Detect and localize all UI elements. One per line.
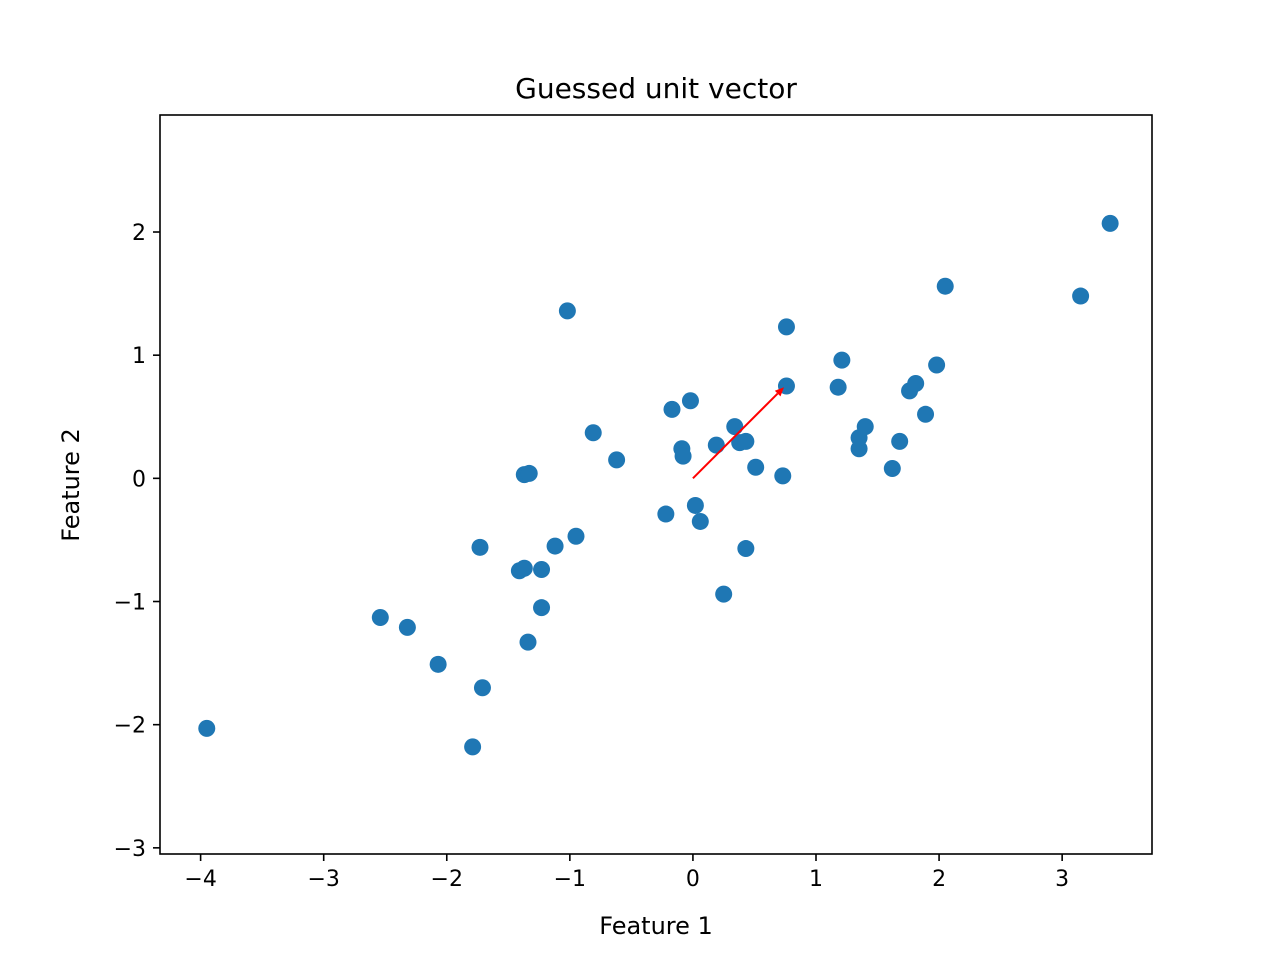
x-tick-label: 1: [809, 867, 823, 892]
y-tick-label: −2: [114, 714, 146, 739]
data-point: [520, 464, 538, 482]
annotation-layer: [692, 387, 784, 480]
points-layer: [198, 214, 1119, 756]
y-tick-label: −3: [114, 837, 146, 862]
data-point: [737, 540, 755, 558]
data-point: [928, 356, 946, 374]
x-axis-label: Feature 1: [599, 912, 713, 940]
data-point: [856, 418, 874, 436]
y-tick-label: 2: [132, 221, 146, 246]
data-point: [429, 655, 447, 673]
data-point: [473, 679, 491, 697]
data-point: [546, 537, 564, 555]
data-point: [833, 351, 851, 369]
data-point: [1072, 287, 1090, 305]
data-point: [747, 458, 765, 476]
data-point: [681, 392, 699, 410]
y-axis-label: Feature 2: [57, 428, 85, 542]
x-tick-label: −1: [554, 867, 586, 892]
data-point: [371, 609, 389, 627]
data-point: [464, 738, 482, 756]
y-axis: −3 −2 −1 0 1 2: [114, 221, 160, 862]
data-point: [829, 378, 847, 396]
data-point: [737, 432, 755, 450]
y-tick-label: −1: [114, 591, 146, 616]
data-point: [891, 432, 909, 450]
data-point: [686, 496, 704, 514]
data-point: [515, 559, 533, 577]
data-point: [774, 467, 792, 485]
data-point: [584, 424, 602, 442]
data-point: [726, 418, 744, 436]
x-axis: −4 −3 −2 −1 0 1 2 3: [184, 854, 1069, 892]
data-point: [471, 538, 489, 556]
data-point: [608, 451, 626, 469]
x-tick-label: 0: [686, 867, 700, 892]
data-point: [691, 512, 709, 530]
data-point: [777, 318, 795, 336]
y-tick-label: 0: [132, 467, 146, 492]
data-point: [533, 599, 551, 617]
plot-area-frame: [159, 114, 1153, 855]
data-point: [657, 505, 675, 523]
data-point: [674, 447, 692, 465]
x-tick-label: −4: [184, 867, 216, 892]
data-point: [663, 400, 681, 418]
data-point: [567, 527, 585, 545]
x-tick-label: 2: [932, 867, 946, 892]
x-tick-label: 3: [1055, 867, 1069, 892]
data-point: [198, 719, 216, 737]
data-point: [398, 618, 416, 636]
chart-title: Guessed unit vector: [515, 72, 797, 105]
data-point: [707, 436, 725, 454]
data-point: [519, 633, 537, 651]
data-point: [917, 405, 935, 423]
unit-vector-arrow-shaft: [692, 392, 779, 480]
data-point: [715, 585, 733, 603]
data-point: [883, 459, 901, 477]
data-point: [907, 375, 925, 392]
y-tick-label: 1: [132, 344, 146, 369]
x-tick-label: −3: [307, 867, 339, 892]
data-point: [936, 277, 954, 295]
x-tick-label: −2: [431, 867, 463, 892]
data-point: [558, 302, 576, 320]
unit-vector-arrow-head: [774, 387, 784, 397]
data-point: [533, 560, 551, 578]
data-point: [1101, 214, 1119, 232]
